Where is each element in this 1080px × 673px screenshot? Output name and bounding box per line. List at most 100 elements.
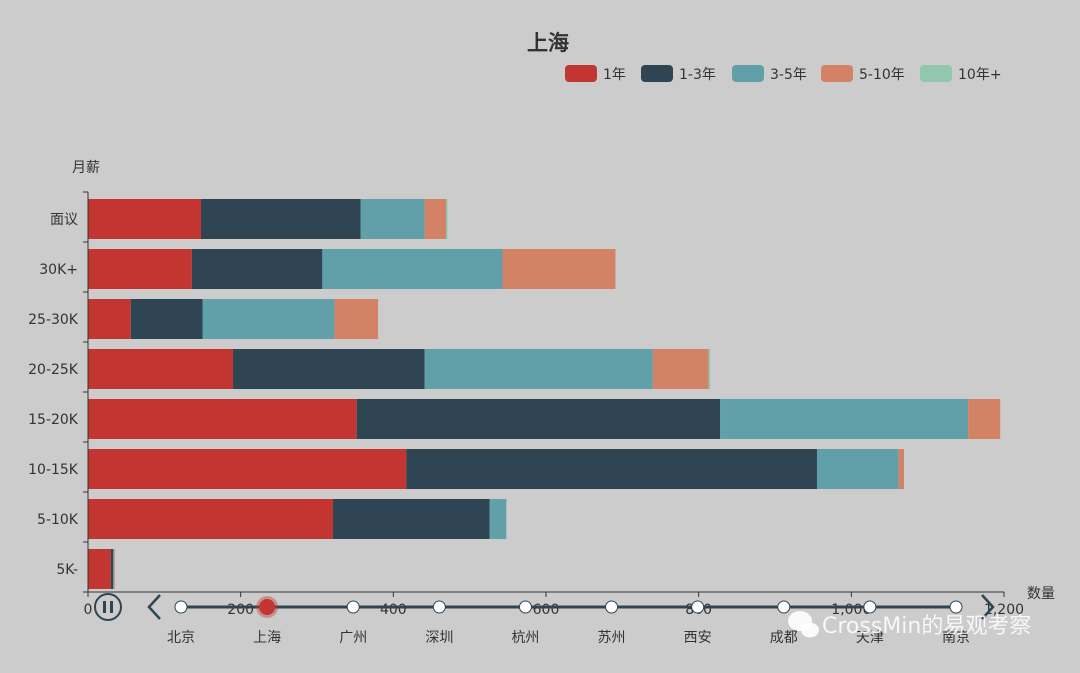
timeline-dot[interactable]: [518, 600, 532, 614]
chevron-left-icon[interactable]: [147, 594, 161, 620]
timeline-item[interactable]: 苏州: [598, 600, 626, 646]
y-tick-label: 20-25K: [28, 362, 79, 378]
y-tick-label: 5-10K: [37, 512, 79, 528]
timeline-label[interactable]: 西安: [684, 630, 712, 646]
bar-segment[interactable]: [446, 199, 448, 239]
legend-item-4[interactable]: 10年+: [920, 65, 1002, 83]
y-tick-label: 15-20K: [28, 412, 79, 428]
x-tick-label: 0: [84, 602, 93, 618]
bar-segment[interactable]: [334, 299, 379, 339]
bar-segment[interactable]: [202, 299, 335, 339]
legend-swatch: [565, 65, 597, 82]
bar-segment[interactable]: [191, 249, 323, 289]
bar-segment[interactable]: [502, 249, 616, 289]
bar-segment[interactable]: [130, 299, 203, 339]
bar-segment[interactable]: [356, 399, 721, 439]
timeline-item[interactable]: 上海: [253, 596, 281, 646]
legend: 1年 1-3年 3-5年 5-10年 10年+: [565, 65, 1002, 83]
x-tick-label: 400: [380, 602, 407, 618]
pause-icon[interactable]: [94, 593, 122, 621]
bar-segment[interactable]: [708, 349, 711, 389]
bar-segment[interactable]: [113, 549, 114, 589]
watermark-text: CrossMin的易观考察: [822, 614, 1031, 639]
legend-item-2[interactable]: 3-5年: [732, 65, 807, 83]
bar-segment[interactable]: [898, 449, 905, 489]
timeline-dot[interactable]: [777, 600, 791, 614]
bar-segment[interactable]: [652, 349, 709, 389]
bar-segment[interactable]: [88, 299, 131, 339]
watermark: CrossMin的易观考察: [788, 611, 1031, 639]
timeline-label[interactable]: 苏州: [598, 630, 626, 646]
y-tick-label: 10-15K: [28, 462, 79, 478]
timeline-label[interactable]: 南京: [942, 630, 970, 646]
bar-segment[interactable]: [333, 499, 490, 539]
timeline-dot[interactable]: [346, 600, 360, 614]
bar-segment[interactable]: [322, 249, 503, 289]
timeline-label[interactable]: 深圳: [425, 630, 453, 646]
x-tick-label: 600: [533, 602, 560, 618]
legend-label: 10年+: [958, 67, 1002, 83]
bar-segment[interactable]: [88, 449, 407, 489]
bar-segment[interactable]: [233, 349, 425, 389]
bar-segment[interactable]: [424, 199, 447, 239]
timeline-item[interactable]: 深圳: [425, 600, 453, 646]
bar-segment[interactable]: [88, 399, 357, 439]
bar-segment[interactable]: [88, 549, 111, 589]
x-tick-label: 1,200: [984, 602, 1024, 618]
bar-segment[interactable]: [88, 199, 201, 239]
bar-segment[interactable]: [360, 199, 425, 239]
bar-segment[interactable]: [110, 549, 114, 589]
timeline-item[interactable]: 杭州: [511, 600, 539, 646]
timeline-item[interactable]: 广州: [339, 600, 367, 646]
bar-segment[interactable]: [88, 249, 192, 289]
timeline-item[interactable]: 成都: [770, 600, 798, 646]
y-axis-name: 月薪: [72, 160, 100, 176]
timeline-item[interactable]: 南京: [942, 600, 970, 646]
bar-segment[interactable]: [200, 199, 361, 239]
chart-title: 上海: [527, 31, 569, 55]
y-tick-label: 5K-: [56, 562, 78, 578]
timeline-label[interactable]: 广州: [339, 630, 367, 646]
bars-group: [88, 199, 1001, 589]
legend-item-0[interactable]: 1年: [565, 65, 626, 83]
timeline-label[interactable]: 成都: [770, 630, 798, 646]
timeline-dot[interactable]: [605, 600, 619, 614]
timeline[interactable]: 北京 上海 广州 深圳 杭州 苏州 西安 成都 天津 南京: [94, 593, 995, 646]
bar-segment[interactable]: [968, 399, 1001, 439]
legend-label: 1年: [603, 67, 626, 83]
timeline-dot[interactable]: [432, 600, 446, 614]
timeline-dot[interactable]: [691, 600, 705, 614]
timeline-label[interactable]: 杭州: [511, 630, 539, 646]
y-tick-label: 25-30K: [28, 312, 79, 328]
legend-item-3[interactable]: 5-10年: [821, 65, 905, 83]
y-tick-label: 30K+: [39, 262, 78, 278]
x-tick-label: 200: [227, 602, 254, 618]
timeline-item[interactable]: 北京: [167, 600, 195, 646]
timeline-dot[interactable]: [949, 600, 963, 614]
timeline-dot[interactable]: [863, 600, 877, 614]
bar-segment[interactable]: [113, 549, 115, 589]
timeline-current-dot[interactable]: [259, 599, 276, 615]
legend-swatch: [732, 65, 764, 82]
timeline-item[interactable]: 天津: [856, 600, 884, 646]
timeline-item[interactable]: 西安: [684, 600, 712, 646]
legend-item-1[interactable]: 1-3年: [641, 65, 716, 83]
legend-swatch: [821, 65, 853, 82]
bar-segment[interactable]: [88, 499, 334, 539]
timeline-label[interactable]: 北京: [167, 630, 195, 646]
bar-segment[interactable]: [406, 449, 817, 489]
chevron-right-icon[interactable]: [981, 594, 995, 620]
legend-swatch: [641, 65, 673, 82]
bar-segment[interactable]: [816, 449, 899, 489]
timeline-label[interactable]: 上海: [253, 630, 281, 646]
wechat-icon: [788, 611, 819, 638]
timeline-dot[interactable]: [174, 600, 188, 614]
bar-segment[interactable]: [720, 399, 969, 439]
y-tick-label: 面议: [50, 212, 78, 228]
bar-segment[interactable]: [424, 349, 653, 389]
legend-swatch: [920, 65, 952, 82]
bar-segment[interactable]: [489, 499, 507, 539]
bar-segment[interactable]: [88, 349, 234, 389]
timeline-label[interactable]: 天津: [856, 630, 884, 646]
